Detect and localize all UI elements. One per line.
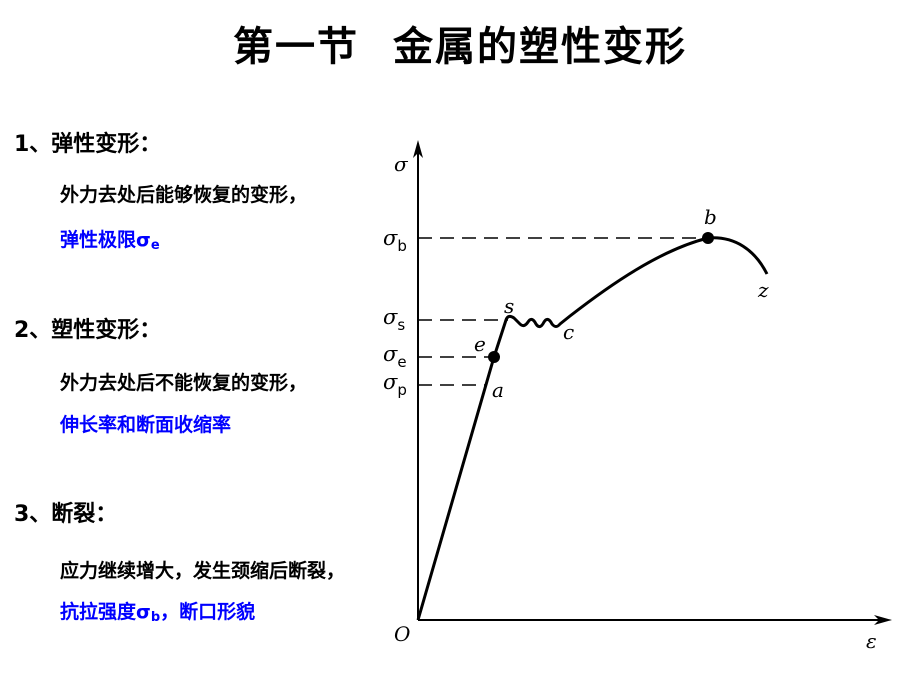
section-elastic-highlight: 弹性极限σe	[60, 225, 160, 253]
level-label-e: σe	[383, 342, 407, 371]
y-axis-arrow-icon	[413, 140, 423, 158]
section-fracture-heading: 3、断裂：	[14, 502, 118, 527]
section-elastic-desc: 外力去处后能够恢复的变形，	[60, 184, 308, 206]
x-axis-label: ε	[866, 629, 877, 653]
level-label-b: σb	[383, 226, 407, 255]
highlight-sub: b	[150, 610, 161, 625]
level-label-p: σp	[383, 370, 407, 399]
point-e-marker	[488, 351, 500, 363]
point-label-c: c	[563, 320, 574, 344]
section-plastic-highlight: 伸长率和断面收缩率	[60, 410, 231, 438]
point-label-a: a	[492, 378, 504, 402]
x-axis-arrow-icon	[874, 615, 892, 625]
section-fracture-desc: 应力继续增大，发生颈缩后断裂，	[60, 560, 346, 582]
title-part2: 金属的塑性变形	[393, 24, 687, 70]
point-label-b: b	[704, 205, 717, 229]
point-label-s: s	[504, 294, 514, 318]
highlight-text: 伸长率和断面收缩率	[60, 414, 232, 436]
section-plastic-heading: 2、塑性变形：	[14, 318, 162, 343]
point-label-e: e	[474, 332, 486, 356]
highlight-after: ，断口形貌	[160, 601, 256, 623]
page-title: 第一节 金属的塑性变形	[0, 14, 920, 72]
origin-label: O	[394, 622, 410, 646]
section-elastic-heading: 1、弹性变形：	[14, 132, 162, 157]
point-label-z: z	[757, 278, 769, 302]
y-axis-label: σ	[394, 152, 409, 176]
highlight-text: 弹性极限σ	[60, 229, 151, 251]
level-label-s: σs	[383, 305, 405, 334]
point-b-marker	[702, 232, 714, 244]
highlight-sub: e	[150, 238, 160, 253]
stress-strain-curve	[416, 236, 769, 621]
title-part1: 第一节	[233, 24, 359, 70]
section-fracture-highlight: 抗拉强度σb，断口形貌	[60, 597, 255, 625]
section-plastic-desc: 外力去处后不能恢复的变形，	[60, 372, 308, 394]
highlight-text: 抗拉强度σ	[60, 601, 151, 623]
